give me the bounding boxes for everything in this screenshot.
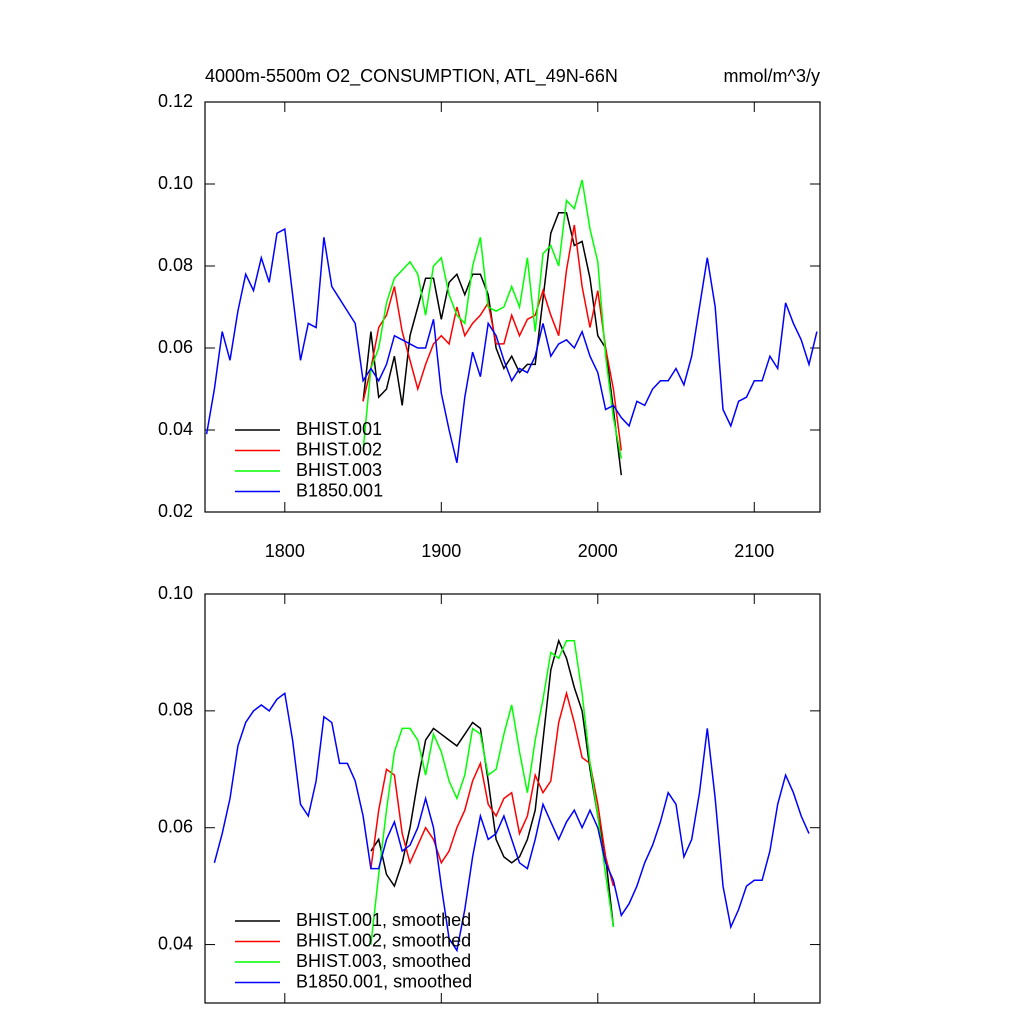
legend-label: BHIST.003 [296,460,382,480]
y-tick-label: 0.04 [158,933,193,953]
legend-label: B1850.001, smoothed [296,971,472,991]
x-tick-label: 1900 [421,541,461,561]
series-line [362,211,623,476]
chart-title: 4000m-5500m O2_CONSUMPTION, ATL_49N-66N [205,66,618,87]
x-tick-label: 2000 [578,541,618,561]
legend-label: BHIST.003, smoothed [296,951,471,971]
plot-frame [204,593,821,1004]
series-line [205,227,818,463]
y-tick-label: 0.08 [158,255,193,275]
y-tick-label: 0.10 [158,173,193,193]
series-line [362,179,623,459]
y-tick-label: 0.10 [158,583,193,603]
series-line [213,691,810,953]
x-tick-label: 1800 [265,541,305,561]
series-line [362,224,623,451]
legend-label: BHIST.002, smoothed [296,930,471,950]
series-line [370,638,615,928]
legend-label: BHIST.001 [296,419,382,439]
y-tick-label: 0.06 [158,816,193,836]
legend-label: BHIST.001, smoothed [296,910,471,930]
series-line [370,639,615,945]
plot-frame [204,101,821,513]
y-tick-label: 0.04 [158,419,193,439]
y-tick-label: 0.06 [158,337,193,357]
y-tick-label: 0.12 [158,91,193,111]
units-label: mmol/m^3/y [724,66,820,86]
legend-label: B1850.001 [296,480,383,500]
legend-label: BHIST.002 [296,439,382,459]
series-line [370,690,615,887]
y-tick-label: 0.02 [158,501,193,521]
y-tick-label: 0.08 [158,700,193,720]
x-tick-label: 2100 [734,541,774,561]
